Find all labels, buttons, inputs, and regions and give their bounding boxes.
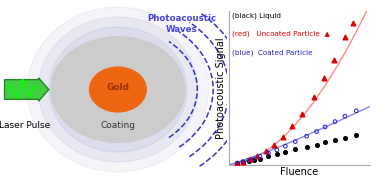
- Point: [246, 159, 252, 161]
- Ellipse shape: [38, 17, 198, 162]
- Text: (blue)  Coated Particle: (blue) Coated Particle: [231, 49, 312, 56]
- Point: [265, 155, 271, 158]
- Point: [274, 153, 280, 155]
- Text: (black) Liquid: (black) Liquid: [231, 12, 280, 19]
- Ellipse shape: [73, 48, 163, 131]
- Point: [265, 152, 271, 155]
- Point: [271, 143, 277, 146]
- Text: Photoacoustic
Waves: Photoacoustic Waves: [147, 14, 216, 34]
- Point: [240, 161, 246, 164]
- Point: [299, 112, 305, 115]
- Point: [322, 125, 328, 128]
- Point: [251, 159, 257, 161]
- Point: [262, 149, 268, 152]
- Point: [234, 162, 240, 165]
- Circle shape: [51, 37, 185, 142]
- X-axis label: Fluence: Fluence: [280, 168, 319, 177]
- Point: [342, 35, 348, 38]
- Point: [254, 155, 260, 158]
- Point: [292, 148, 298, 151]
- Point: [274, 149, 280, 151]
- FancyArrow shape: [5, 78, 49, 101]
- Text: (red)   Uncoated Particle  ▲: (red) Uncoated Particle ▲: [231, 31, 330, 37]
- Point: [332, 139, 338, 141]
- Point: [292, 140, 298, 143]
- Point: [251, 157, 257, 160]
- Text: Laser Pulse: Laser Pulse: [0, 121, 50, 130]
- Text: Gold: Gold: [107, 83, 129, 92]
- Y-axis label: Photoacoustic Signal: Photoacoustic Signal: [216, 37, 226, 139]
- Ellipse shape: [60, 37, 176, 142]
- Point: [321, 77, 327, 80]
- Point: [353, 109, 359, 112]
- Point: [304, 135, 310, 138]
- Point: [282, 150, 288, 153]
- Point: [332, 120, 338, 123]
- Point: [330, 59, 336, 61]
- Point: [240, 160, 246, 163]
- Point: [313, 143, 319, 146]
- Point: [282, 145, 288, 148]
- Ellipse shape: [49, 27, 187, 152]
- Point: [353, 134, 359, 137]
- Text: Coating: Coating: [101, 121, 135, 130]
- Point: [350, 22, 356, 25]
- Point: [257, 155, 263, 158]
- Point: [234, 162, 240, 165]
- Point: [257, 157, 263, 160]
- Point: [290, 125, 296, 128]
- Point: [240, 161, 246, 163]
- Ellipse shape: [27, 7, 209, 172]
- Point: [313, 130, 319, 133]
- Point: [247, 158, 253, 161]
- Point: [304, 146, 310, 148]
- Point: [322, 141, 328, 144]
- Circle shape: [90, 67, 146, 112]
- Point: [342, 136, 348, 139]
- Point: [234, 162, 240, 165]
- Point: [311, 96, 317, 98]
- Point: [342, 115, 348, 118]
- Point: [246, 159, 252, 162]
- Point: [279, 136, 286, 138]
